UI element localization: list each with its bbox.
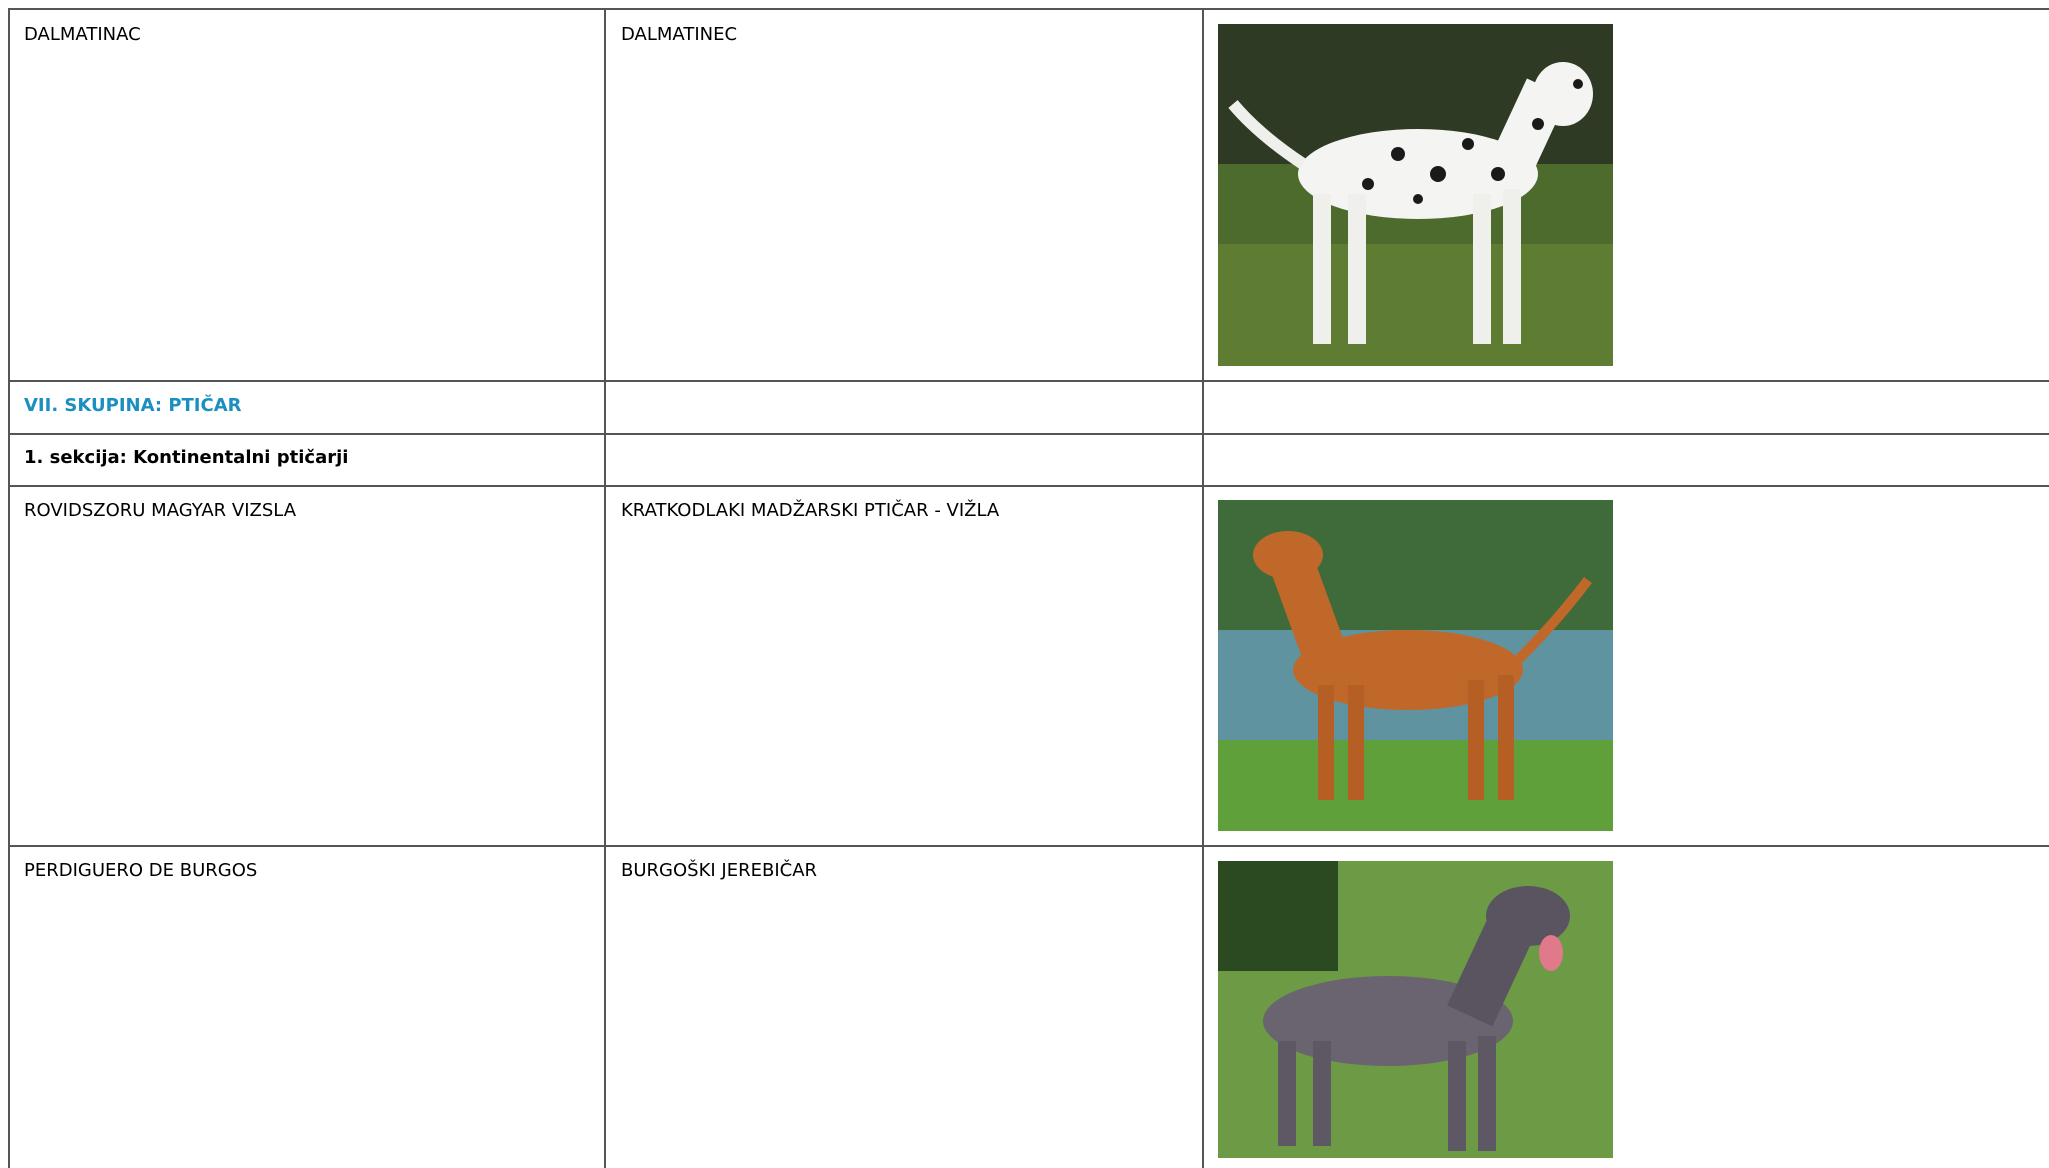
column-line: [604, 8, 606, 1168]
breed-translation: BURGOŠKI JEREBIČAR: [621, 860, 818, 881]
dog-photo: [1218, 24, 1613, 366]
column-line: [1202, 8, 1204, 1168]
breed-original: PERDIGUERO DE BURGOS: [24, 860, 258, 881]
dog-photo: [1218, 500, 1613, 831]
group-heading: VII. SKUPINA: PTIČAR: [24, 395, 242, 416]
row-line: [8, 485, 2049, 487]
table-border: [8, 8, 2049, 10]
breed-translation: DALMATINEC: [621, 24, 738, 45]
breed-original: DALMATINAC: [24, 24, 141, 45]
section-heading: 1. sekcija: Kontinentalni ptičarji: [24, 447, 349, 468]
dog-photo: [1218, 861, 1613, 1158]
row-line: [8, 433, 2049, 435]
row-line: [8, 845, 2049, 847]
breed-translation: KRATKODLAKI MADŽARSKI PTIČAR - VIŽLA: [621, 500, 1000, 521]
table-border: [8, 8, 10, 1168]
breed-original: ROVIDSZORU MAGYAR VIZSLA: [24, 500, 297, 521]
row-line: [8, 380, 2049, 382]
